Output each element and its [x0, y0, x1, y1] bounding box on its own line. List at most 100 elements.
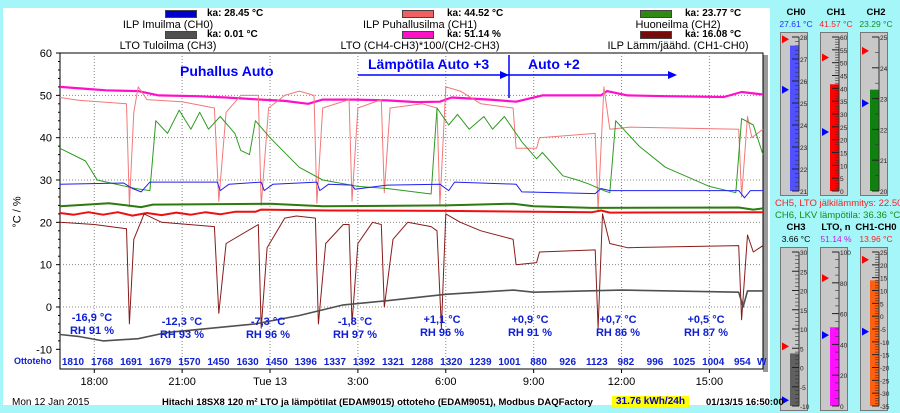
weather-rh: RH 86 %	[596, 327, 640, 339]
gauge-ch0: 28 27 26 25 24 23 22 21	[780, 32, 808, 196]
ch6-info: CH6, LKV lämpötila: 36.36 °C	[775, 210, 900, 221]
gauge-ch3: 30 25 20 15 10 5 0 -5 -10	[780, 247, 810, 411]
gauge-scale-label: 24	[880, 66, 888, 73]
gauge-scale-label: 25	[840, 125, 848, 132]
max-marker-icon	[822, 53, 829, 62]
legend-average: ka: 44.52 °C	[447, 8, 504, 19]
legend-label: Huoneilma (CH2)	[635, 19, 721, 31]
gauge-scale-label: 15	[840, 151, 848, 158]
series-line-4	[59, 202, 764, 211]
mode-label-auto2: Auto +2	[528, 56, 580, 72]
y-tick-label: 40	[40, 133, 52, 145]
weather-rh: RH 96 %	[246, 329, 290, 341]
gauge-scale-label: 45	[840, 74, 848, 81]
series-line-1	[59, 86, 764, 211]
gauge-scale-label: 0	[880, 314, 884, 321]
gauge-scale-label: -25	[880, 378, 890, 385]
arrow-head-icon	[668, 71, 677, 79]
gauge-scale-label: 20	[800, 289, 808, 296]
power-value: 1004	[702, 357, 725, 368]
gauge-scale-label: 100	[840, 250, 851, 257]
gauge-scale-label: 22	[800, 167, 808, 174]
gauge-title: CH2	[866, 7, 886, 18]
legend-average: ka: 23.77 °C	[685, 8, 742, 19]
gauge-scale-label: 40	[840, 86, 848, 93]
power-value: 1123	[586, 357, 608, 368]
date-label: Mon 12 Jan 2015	[12, 397, 90, 408]
power-value: 1450	[207, 357, 230, 368]
power-value: 1001	[498, 357, 521, 368]
gauge-scale-label: 5	[800, 346, 804, 353]
power-value: 1337	[324, 357, 347, 368]
gauge-scale-label: 80	[840, 281, 848, 288]
gauge-scale-label: -5	[880, 327, 886, 334]
x-tick-label: 3:00	[347, 376, 368, 388]
x-tick-label: 18:00	[81, 376, 109, 388]
gauge-scale-label: 0	[840, 189, 844, 196]
power-value: 1768	[91, 357, 114, 368]
power-value: 880	[530, 357, 547, 368]
weather-rh: RH 97 %	[333, 329, 377, 341]
power-value: 996	[647, 357, 664, 368]
legend-label: ILP Imuilma (CH0)	[122, 19, 214, 31]
timestamp: 01/13/15 16:50:00	[706, 397, 784, 408]
min-marker-icon	[822, 331, 829, 340]
max-marker-icon	[822, 274, 829, 283]
legend-swatch	[640, 10, 672, 18]
gauge-scale-label: -5	[800, 385, 806, 392]
gauge-scale-label: 20	[880, 263, 888, 270]
legend-swatch	[640, 31, 672, 39]
power-unit: W	[757, 357, 767, 368]
gauge-scale-label: 27	[800, 57, 808, 64]
legend-average: ka: 16.08 °C	[685, 29, 742, 40]
x-tick-label: 6:00	[435, 376, 456, 388]
gauge-scale-label: 21	[800, 189, 808, 196]
weather-temp: -7,3 °C	[251, 316, 285, 328]
weather-temp: -1,8 °C	[338, 316, 372, 328]
gauge-scale-label: 23	[880, 97, 888, 104]
gauge-value: 3.66 °C	[781, 234, 811, 244]
gauge-scale-label: 10	[800, 327, 808, 334]
gauge-scale-label: 35	[840, 99, 848, 106]
gauge-fill	[790, 353, 799, 406]
legend-swatch	[402, 10, 434, 18]
gauge-scale-label: 55	[840, 48, 848, 55]
gauge-scale-label: 10	[840, 163, 848, 170]
gauge-scale-label: 50	[840, 61, 848, 68]
series-line-3	[59, 181, 763, 199]
power-value: 1288	[411, 357, 434, 368]
min-marker-icon	[822, 127, 829, 136]
power-value: 1320	[440, 357, 463, 368]
legend-swatch	[165, 10, 197, 18]
weather-rh: RH 91 %	[70, 325, 114, 337]
power-value: 1679	[149, 357, 172, 368]
legend-average: ka: 51.14 %	[447, 29, 501, 40]
gauge-scale-label: 0	[800, 366, 804, 373]
gauge-fill	[790, 45, 799, 191]
y-axis-label: °C / %	[11, 196, 24, 228]
gauge-ch2: 25 24 23 22 21 20	[860, 32, 888, 196]
legend-average: ka: 28.45 °C	[207, 8, 264, 19]
gauge-scale-label: 15	[880, 276, 888, 283]
gauge-scale-label: 60	[840, 35, 848, 42]
gauge-ch1-ch0: 25 20 15 10 5 0 -5 -10 -15 -20 -25 -30 -35	[860, 247, 890, 411]
gauge-scale-label: 0	[840, 404, 844, 411]
gauge-value: 13.96 °C	[859, 234, 893, 244]
max-marker-icon	[782, 35, 789, 44]
power-value: 1025	[673, 357, 696, 368]
y-tick-label: 60	[40, 48, 52, 60]
max-marker-icon	[862, 255, 869, 264]
weather-temp: +1,1 °C	[423, 314, 460, 326]
weather-rh: RH 91 %	[508, 327, 552, 339]
ch5-info: CH5, LTO jälkilämmitys: 22.50 °C	[775, 198, 900, 209]
gauge-value: 41.57 °C	[819, 19, 853, 29]
weather-temp: -12,3 °C	[162, 316, 203, 328]
gauge-scale-label: 20	[840, 138, 848, 145]
gauge-scale-label: -10	[800, 404, 810, 411]
power-value: 954	[734, 357, 751, 368]
weather-rh: RH 93 %	[160, 329, 204, 341]
gauge-scale-label: 22	[880, 127, 888, 134]
series-line-0	[59, 85, 764, 105]
x-tick-label: 21:00	[168, 376, 196, 388]
